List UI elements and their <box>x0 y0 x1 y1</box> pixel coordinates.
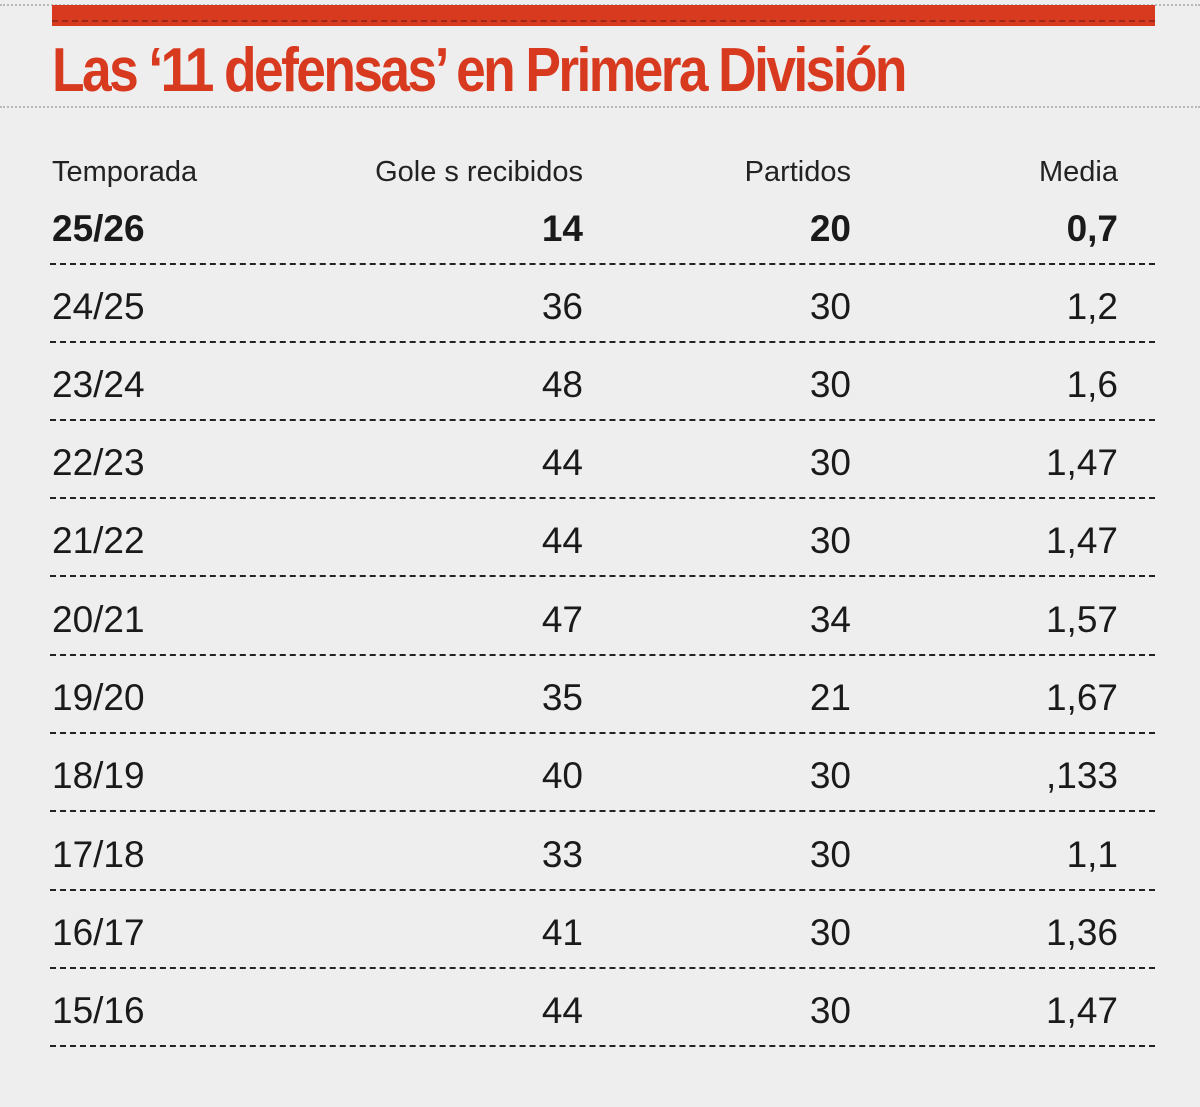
column-header-goles: Gole s recibidos <box>375 156 583 188</box>
cell-goals-conceded: 36 <box>541 286 583 327</box>
column-header-temporada: Temporada <box>52 156 198 188</box>
cell-average: 1,57 <box>1045 599 1118 640</box>
table-row: 19/20 35 21 1,67 <box>50 654 1155 734</box>
cell-matches: 30 <box>809 834 851 875</box>
cell-average: 1,36 <box>1045 912 1118 953</box>
cell-average: ,133 <box>1045 755 1118 796</box>
column-header-partidos: Partidos <box>744 156 851 188</box>
cell-goals-conceded: 47 <box>541 599 583 640</box>
cell-goals-conceded: 41 <box>541 912 583 953</box>
cell-season: 22/23 <box>52 442 145 483</box>
cell-season: 19/20 <box>52 677 145 718</box>
cell-season: 24/25 <box>52 286 145 327</box>
cell-matches: 34 <box>809 599 851 640</box>
table-row: 24/25 36 30 1,2 <box>50 263 1155 343</box>
cell-season: 23/24 <box>52 364 145 405</box>
cell-season: 25/26 <box>52 208 145 249</box>
cell-matches: 21 <box>809 677 851 718</box>
cell-average: 1,47 <box>1045 990 1118 1031</box>
cell-average: 1,47 <box>1045 442 1118 483</box>
cell-matches: 30 <box>809 286 851 327</box>
table-row: 16/17 41 30 1,36 <box>50 889 1155 969</box>
table-row: 25/26 14 20 0,7 <box>50 185 1155 265</box>
cell-season: 16/17 <box>52 912 145 953</box>
cell-season: 21/22 <box>52 520 145 561</box>
cell-matches: 30 <box>809 912 851 953</box>
cell-goals-conceded: 33 <box>541 834 583 875</box>
cell-season: 17/18 <box>52 834 145 875</box>
table-title: Las ‘11 defensas’ en Primera División <box>52 36 908 105</box>
cell-goals-conceded: 44 <box>541 990 583 1031</box>
cell-goals-conceded: 44 <box>541 520 583 561</box>
cell-goals-conceded: 40 <box>541 755 583 796</box>
cell-goals-conceded: 44 <box>541 442 583 483</box>
cell-matches: 30 <box>809 990 851 1031</box>
table-row: 18/19 40 30 ,133 <box>50 732 1155 812</box>
title-dotted-divider <box>0 106 1200 108</box>
cell-season: 20/21 <box>52 599 145 640</box>
cell-season: 15/16 <box>52 990 145 1031</box>
table-row: 20/21 47 34 1,57 <box>50 576 1155 656</box>
cell-average: 0,7 <box>1066 208 1118 249</box>
cell-average: 1,2 <box>1066 286 1118 327</box>
table-row: 23/24 48 30 1,6 <box>50 341 1155 421</box>
cell-matches: 20 <box>809 208 851 249</box>
cell-average: 1,47 <box>1045 520 1118 561</box>
table-row: 15/16 44 30 1,47 <box>50 967 1155 1047</box>
cell-average: 1,67 <box>1045 677 1118 718</box>
header-accent-bar <box>52 5 1155 26</box>
table-row: 22/23 44 30 1,47 <box>50 419 1155 499</box>
table-row: 21/22 44 30 1,47 <box>50 497 1155 577</box>
column-header-media: Media <box>1039 156 1118 188</box>
cell-matches: 30 <box>809 442 851 483</box>
cell-matches: 30 <box>809 364 851 405</box>
cell-matches: 30 <box>809 755 851 796</box>
table-row: 17/18 33 30 1,1 <box>50 811 1155 891</box>
cell-goals-conceded: 48 <box>541 364 583 405</box>
cell-average: 1,1 <box>1066 834 1118 875</box>
cell-matches: 30 <box>809 520 851 561</box>
cell-goals-conceded: 14 <box>541 208 583 249</box>
cell-season: 18/19 <box>52 755 145 796</box>
cell-average: 1,6 <box>1066 364 1118 405</box>
cell-goals-conceded: 35 <box>541 677 583 718</box>
